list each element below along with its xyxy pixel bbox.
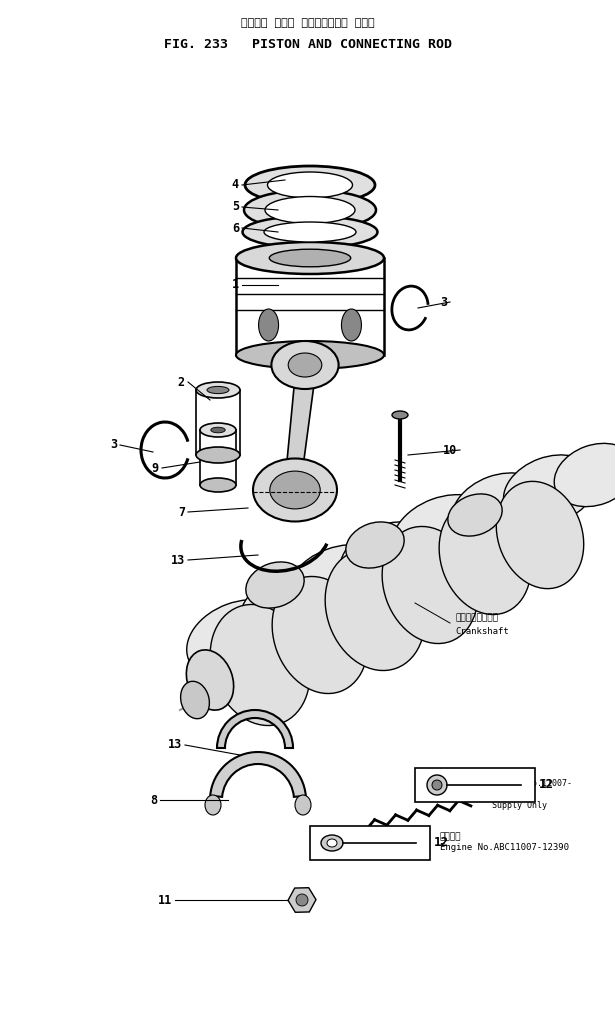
Wedge shape bbox=[217, 710, 293, 748]
Ellipse shape bbox=[210, 604, 310, 726]
Ellipse shape bbox=[392, 411, 408, 419]
Text: 7: 7 bbox=[178, 506, 185, 518]
Ellipse shape bbox=[269, 249, 351, 267]
Ellipse shape bbox=[245, 166, 375, 204]
Ellipse shape bbox=[346, 522, 404, 568]
Ellipse shape bbox=[186, 650, 234, 710]
Text: Crankshaft: Crankshaft bbox=[455, 628, 509, 637]
Text: 9: 9 bbox=[152, 461, 159, 475]
Text: 2: 2 bbox=[178, 375, 185, 388]
Ellipse shape bbox=[236, 242, 384, 274]
Ellipse shape bbox=[200, 478, 236, 492]
Ellipse shape bbox=[196, 382, 240, 399]
Ellipse shape bbox=[295, 795, 311, 815]
Ellipse shape bbox=[287, 545, 393, 626]
Text: クランクシャフト: クランクシャフト bbox=[455, 613, 498, 623]
Circle shape bbox=[432, 780, 442, 790]
Ellipse shape bbox=[265, 197, 355, 223]
Text: FIG. 233   PISTON AND CONNECTING ROD: FIG. 233 PISTON AND CONNECTING ROD bbox=[164, 38, 451, 51]
Wedge shape bbox=[210, 752, 306, 797]
Ellipse shape bbox=[439, 502, 531, 614]
Text: 3: 3 bbox=[110, 438, 117, 451]
Text: 適用年式: 適用年式 bbox=[440, 832, 461, 841]
Text: 13: 13 bbox=[168, 738, 182, 751]
Ellipse shape bbox=[242, 216, 378, 248]
Ellipse shape bbox=[288, 353, 322, 377]
Circle shape bbox=[427, 775, 447, 795]
Ellipse shape bbox=[448, 494, 502, 536]
Text: 4: 4 bbox=[232, 178, 239, 192]
Text: ピストン  および  コネクティング  ロッド: ピストン および コネクティング ロッド bbox=[240, 18, 375, 28]
FancyBboxPatch shape bbox=[310, 826, 430, 860]
Circle shape bbox=[296, 894, 308, 906]
Ellipse shape bbox=[205, 795, 221, 815]
Text: 3: 3 bbox=[440, 295, 447, 308]
Ellipse shape bbox=[554, 443, 615, 507]
Ellipse shape bbox=[321, 835, 343, 851]
Text: 1: 1 bbox=[232, 279, 239, 291]
Text: 8: 8 bbox=[150, 794, 157, 806]
Ellipse shape bbox=[382, 526, 478, 644]
Text: Engine No.11007-: Engine No.11007- bbox=[492, 779, 572, 788]
Ellipse shape bbox=[253, 458, 337, 521]
Ellipse shape bbox=[196, 447, 240, 463]
Ellipse shape bbox=[181, 681, 209, 719]
Text: 製式制限用: 製式制限用 bbox=[492, 790, 517, 799]
Ellipse shape bbox=[211, 427, 225, 433]
Ellipse shape bbox=[240, 572, 340, 648]
Ellipse shape bbox=[339, 522, 440, 598]
Ellipse shape bbox=[268, 172, 352, 198]
Ellipse shape bbox=[246, 562, 304, 608]
FancyBboxPatch shape bbox=[415, 768, 535, 802]
Ellipse shape bbox=[236, 341, 384, 369]
Ellipse shape bbox=[341, 309, 362, 341]
Text: Engine No.ABC11007-12390: Engine No.ABC11007-12390 bbox=[440, 843, 569, 852]
Ellipse shape bbox=[244, 190, 376, 230]
Ellipse shape bbox=[392, 495, 498, 575]
Ellipse shape bbox=[271, 341, 339, 389]
Ellipse shape bbox=[200, 423, 236, 437]
Ellipse shape bbox=[258, 309, 279, 341]
Ellipse shape bbox=[270, 472, 320, 509]
Polygon shape bbox=[285, 377, 315, 482]
Ellipse shape bbox=[264, 222, 356, 242]
Ellipse shape bbox=[504, 455, 597, 525]
Text: 12: 12 bbox=[434, 837, 449, 850]
Text: 11: 11 bbox=[158, 893, 172, 907]
Ellipse shape bbox=[187, 599, 293, 680]
Text: 適用年式: 適用年式 bbox=[492, 768, 512, 777]
Ellipse shape bbox=[451, 473, 549, 548]
Text: Supply Only: Supply Only bbox=[492, 801, 547, 810]
Ellipse shape bbox=[327, 839, 337, 847]
Ellipse shape bbox=[272, 577, 368, 694]
Ellipse shape bbox=[496, 482, 584, 589]
Text: 10: 10 bbox=[443, 443, 457, 456]
Text: 5: 5 bbox=[232, 201, 239, 214]
Ellipse shape bbox=[207, 386, 229, 393]
Text: 6: 6 bbox=[232, 221, 239, 234]
Text: 13: 13 bbox=[171, 554, 185, 567]
Text: 12: 12 bbox=[539, 779, 554, 792]
Ellipse shape bbox=[325, 550, 425, 670]
